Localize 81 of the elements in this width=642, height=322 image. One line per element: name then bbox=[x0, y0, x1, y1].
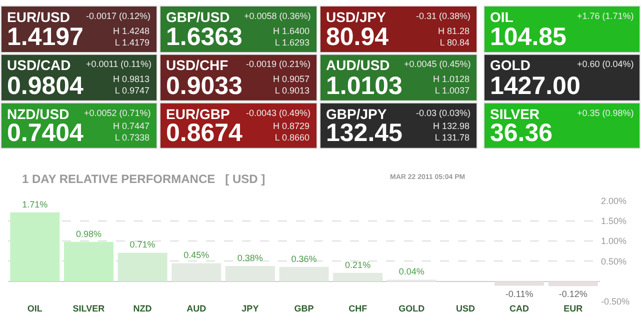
text: -0.31 (0.38%) bbox=[416, 11, 471, 21]
text: H 1.6400 L 1.6293 bbox=[273, 26, 310, 48]
y-tick-label: 1.50% bbox=[601, 216, 627, 226]
x-tick-label: NZD bbox=[133, 303, 152, 314]
x-tick-label: JPY bbox=[242, 303, 259, 314]
x-tick-label: CAD bbox=[510, 303, 530, 314]
text: H 0.9813 L 0.9747 bbox=[113, 74, 150, 96]
y-tick-label: 2.00% bbox=[601, 196, 627, 206]
bar bbox=[64, 242, 114, 282]
data-label: 0.45% bbox=[184, 250, 210, 260]
text: +0.0052 (0.71%) bbox=[84, 108, 151, 118]
category-label: OIL bbox=[490, 9, 514, 25]
data-label: 0.38% bbox=[237, 253, 263, 264]
data-label: 0.8674 bbox=[166, 119, 243, 147]
category-label: NZD/USD bbox=[7, 106, 70, 122]
x-tick-label: GOLD bbox=[398, 303, 426, 314]
y-tick-label: 1.00% bbox=[601, 236, 627, 246]
category-label: GBP/JPY bbox=[326, 106, 388, 122]
text: -0.0019 (0.21%) bbox=[246, 59, 311, 69]
bar bbox=[172, 263, 222, 282]
category-label: AUD/USD bbox=[326, 57, 390, 73]
text: +0.0011 (0.11%) bbox=[86, 59, 152, 69]
text: H 0.8729 L 0.8660 bbox=[273, 121, 310, 143]
category-label: USD/JPY bbox=[326, 9, 387, 25]
text: +0.60 (0.04%) bbox=[577, 59, 634, 69]
bar bbox=[118, 252, 168, 282]
bar bbox=[548, 281, 598, 286]
text: H 132.98 L 131.78 bbox=[433, 121, 470, 143]
x-tick-label: EUR bbox=[564, 303, 584, 314]
data-label: 0.9033 bbox=[166, 72, 242, 100]
data-label: 0.7404 bbox=[7, 119, 84, 147]
text: H 81.28 L 80.84 bbox=[438, 26, 470, 48]
text: -0.0043 (0.49%) bbox=[246, 108, 311, 118]
x-tick-label: OIL bbox=[27, 303, 43, 314]
text: +1.76 (1.71%) bbox=[577, 11, 634, 21]
text: H 1.0128 L 1.0037 bbox=[433, 74, 470, 96]
data-label: 1.4197 bbox=[7, 23, 84, 51]
data-label: 0.21% bbox=[345, 260, 371, 270]
bar bbox=[10, 212, 60, 282]
data-label: 80.94 bbox=[326, 23, 389, 51]
bar bbox=[494, 281, 544, 286]
x-tick-label: USD bbox=[456, 303, 476, 314]
text: H 0.7447 L 0.7338 bbox=[113, 121, 150, 143]
data-label: 0.9804 bbox=[7, 72, 84, 100]
text: H 0.9057 L 0.9013 bbox=[273, 74, 310, 96]
bar bbox=[333, 272, 383, 282]
category-label: EUR/USD bbox=[7, 9, 70, 25]
bar bbox=[279, 266, 329, 282]
data-label: 104.85 bbox=[490, 23, 567, 51]
data-label: -0.12% bbox=[558, 289, 588, 300]
x-tick-label: AUD bbox=[186, 303, 207, 314]
data-label: 1427.00 bbox=[490, 72, 580, 100]
text: -0.0017 (0.12%) bbox=[86, 11, 151, 21]
text: H 1.4248 L 1.4179 bbox=[113, 26, 150, 48]
data-label: 0.98% bbox=[76, 228, 102, 239]
x-tick-label: GBP bbox=[294, 303, 314, 314]
x-tick-label: SILVER bbox=[72, 303, 106, 314]
data-label: 1.6363 bbox=[166, 23, 242, 51]
bar bbox=[225, 266, 275, 282]
category-label: EUR/GBP bbox=[166, 106, 230, 122]
category-label: GBP/USD bbox=[166, 9, 230, 25]
data-label: 0.04% bbox=[398, 266, 424, 277]
category-label: GOLD bbox=[490, 57, 530, 73]
data-label: -0.11% bbox=[505, 288, 534, 299]
data-label: 0.71% bbox=[130, 240, 156, 250]
data-label: 132.45 bbox=[326, 119, 403, 147]
data-label: 1.0103 bbox=[326, 72, 402, 100]
text: +0.35 (0.98%) bbox=[577, 108, 634, 118]
category-label: USD/CHF bbox=[166, 57, 229, 73]
text: +0.0045 (0.45%) bbox=[404, 59, 471, 69]
data-label: 0.36% bbox=[291, 254, 317, 264]
data-label: 1.71% bbox=[22, 199, 48, 210]
chart-title: 1 DAY RELATIVE PERFORMANCE [ USD ] bbox=[22, 172, 266, 186]
y-tick-label: 0.50% bbox=[601, 256, 627, 266]
x-tick-label: CHF bbox=[348, 303, 368, 314]
data-label: 36.36 bbox=[490, 119, 553, 147]
y-tick-label: -0.50% bbox=[601, 296, 630, 307]
text: -0.03 (0.03%) bbox=[416, 108, 471, 118]
text: +0.0058 (0.36%) bbox=[244, 11, 311, 21]
category-label: USD/CAD bbox=[7, 57, 71, 73]
category-label: SILVER bbox=[490, 106, 540, 122]
